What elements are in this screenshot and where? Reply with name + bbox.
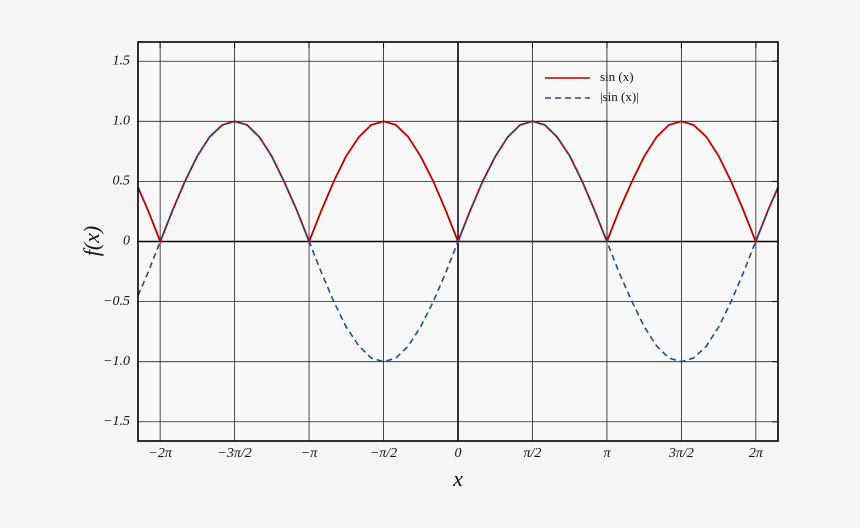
legend-label: sin (x) (600, 69, 634, 84)
y-tick-label: −1.0 (103, 354, 130, 369)
y-axis-title: f(x) (79, 226, 104, 257)
x-tick-label: 2π (749, 446, 764, 461)
x-tick-label: −π (301, 446, 318, 461)
x-tick-label: −2π (148, 446, 172, 461)
y-tick-label: 0.5 (113, 174, 131, 189)
x-tick-label: 0 (455, 446, 462, 461)
y-tick-label: −1.5 (103, 414, 130, 429)
plot-frame (137, 41, 779, 442)
y-tick-label: 1.0 (113, 114, 131, 129)
y-tick-label: 1.5 (113, 53, 131, 68)
x-tick-label: 3π/2 (668, 446, 694, 461)
series-line (137, 120, 779, 363)
y-tick-label: 0 (123, 234, 130, 249)
x-axis-title: x (452, 466, 463, 491)
x-tick-label: −π/2 (370, 446, 397, 461)
y-tick-label: −0.5 (103, 294, 130, 309)
x-tick-label: −3π/2 (217, 446, 251, 461)
x-tick-label: π (603, 446, 611, 461)
legend-label: |sin (x)| (600, 89, 639, 104)
x-tick-label: π/2 (524, 446, 542, 461)
